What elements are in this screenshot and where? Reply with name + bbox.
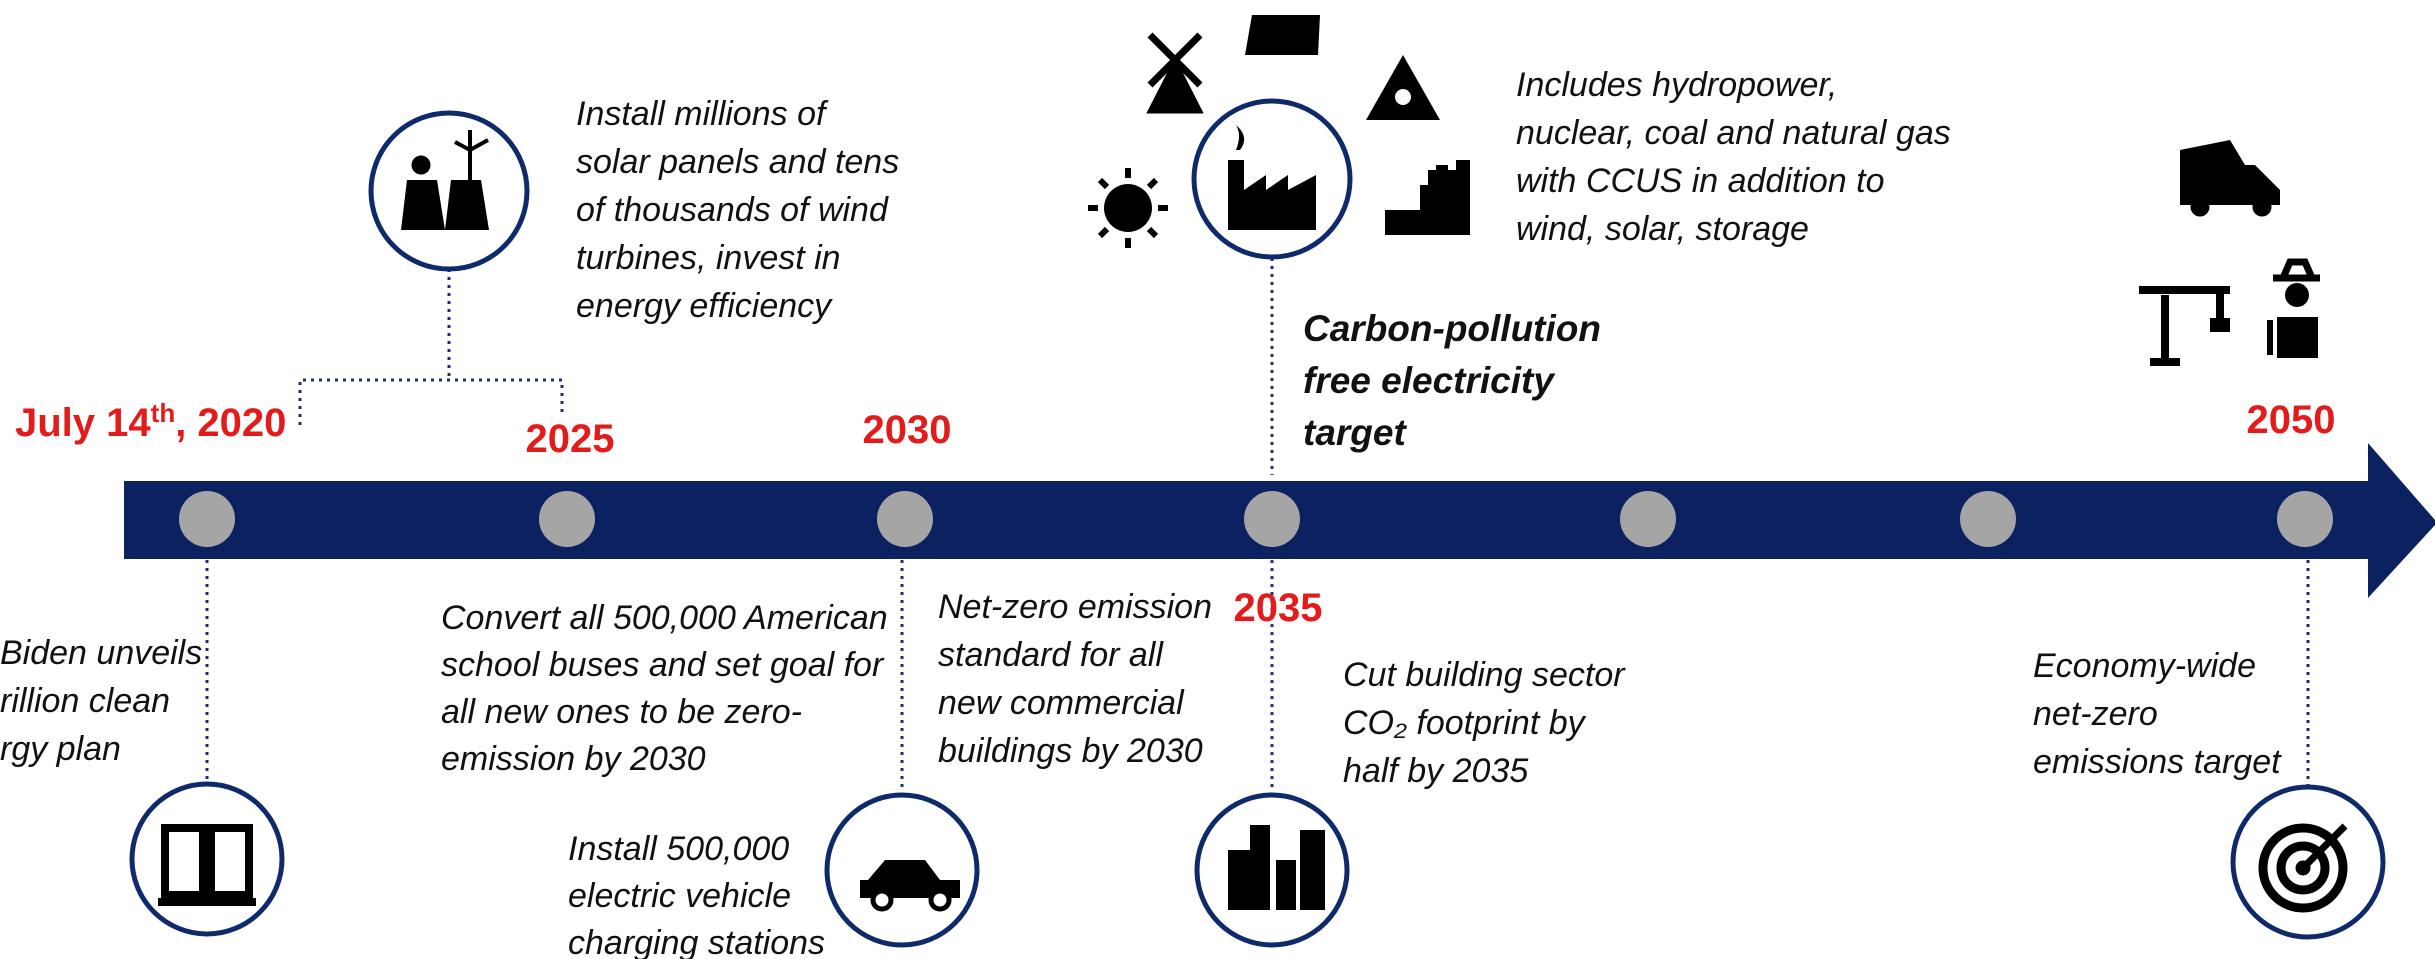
note-line: net-zero xyxy=(2033,695,2158,733)
date-sup: th xyxy=(151,398,176,428)
note-line: Biden unveils xyxy=(0,634,202,672)
note-line: buildings by 2030 xyxy=(938,732,1203,770)
note-line: Convert all 500,000 American xyxy=(441,599,888,637)
note-line: nuclear, coal and natural gas xyxy=(1516,114,1951,152)
note-line: of thousands of wind xyxy=(576,191,889,229)
year-label: 2035 xyxy=(1234,586,1323,630)
year-label: 2050 xyxy=(2247,398,2336,442)
note-line: Net-zero emission xyxy=(938,588,1212,626)
date-text: July 14 xyxy=(15,401,151,445)
start-date: July 14th, 2020 xyxy=(15,398,286,445)
note-line: with CCUS in addition to xyxy=(1516,162,1885,200)
note-line: Carbon-pollution xyxy=(1303,308,1601,349)
note-line: free electricity xyxy=(1303,360,1556,401)
note-line: wind, solar, storage xyxy=(1516,210,1809,248)
note-line: turbines, invest in xyxy=(576,239,841,277)
note-line: Install 500,000 xyxy=(568,830,789,868)
timeline: July 14th, 2020 2025 2030 2035 2050 Bide… xyxy=(0,0,2435,959)
note-line: rillion clean xyxy=(0,682,170,720)
date-rest: , 2020 xyxy=(175,401,286,445)
year-label: 2025 xyxy=(526,417,615,461)
note-line: Includes hydropower, xyxy=(1516,66,1837,104)
note-line: target xyxy=(1303,412,1407,453)
note-line: emissions target xyxy=(2033,743,2282,781)
note-line: Install millions of xyxy=(576,95,829,133)
note-line: half by 2035 xyxy=(1343,752,1528,790)
note-line: energy efficiency xyxy=(576,287,833,325)
note-line: charging stations xyxy=(568,924,825,959)
note-line: emission by 2030 xyxy=(441,740,706,778)
note-line: school buses and set goal for xyxy=(441,646,885,684)
note-line: rgy plan xyxy=(0,730,121,768)
note-line: new commercial xyxy=(938,684,1185,722)
note-line: CO₂ footprint by xyxy=(1343,704,1587,742)
note-line: all new ones to be zero- xyxy=(441,693,802,731)
note-line: Cut building sector xyxy=(1343,656,1626,694)
year-label: 2030 xyxy=(863,408,952,452)
note-line: Economy-wide xyxy=(2033,647,2256,685)
note-line: standard for all xyxy=(938,636,1164,674)
note-line: electric vehicle xyxy=(568,877,791,915)
note-line: solar panels and tens xyxy=(576,143,899,181)
